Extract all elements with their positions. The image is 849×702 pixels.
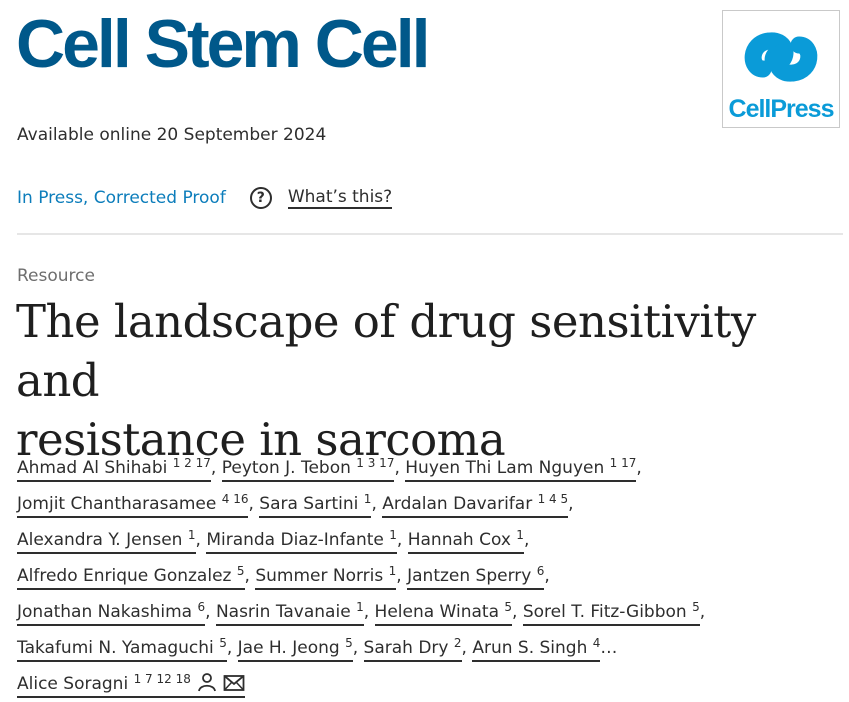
status-row: In Press, Corrected Proof ? What’s this? <box>17 183 393 213</box>
author-link[interactable]: Helena Winata 5 <box>374 601 513 626</box>
author-ellipsis[interactable]: … <box>600 638 618 658</box>
author-link[interactable]: Summer Norris 1 <box>255 565 397 590</box>
divider <box>17 233 843 235</box>
cellpress-logo-text: CellPress <box>729 95 834 123</box>
author-link[interactable]: Nasrin Tavanaie 1 <box>215 601 364 626</box>
author-link[interactable]: Huyen Thi Lam Nguyen 1 17 <box>405 457 637 482</box>
author-link[interactable]: Jomjit Chantharasamee 4 16 <box>17 493 249 518</box>
journal-title[interactable]: Cell Stem Cell <box>16 6 430 82</box>
author-group-4: Alfredo Enrique Gonzalez 5, Summer Norri… <box>17 565 550 590</box>
email-icon <box>223 675 245 691</box>
author-link[interactable]: Jantzen Sperry 6 <box>407 565 545 590</box>
author-link[interactable]: Ahmad Al Shihabi 1 2 17 <box>17 457 211 482</box>
article-title-line-1: The landscape of drug sensitivity and <box>16 295 756 407</box>
whats-this-link[interactable]: What’s this? <box>287 187 393 209</box>
author-group-1: Ahmad Al Shihabi 1 2 17, Peyton J. Tebon… <box>17 457 642 482</box>
person-icon <box>197 673 216 692</box>
author-link[interactable]: Alexandra Y. Jensen 1 <box>17 529 196 554</box>
author-list: Ahmad Al Shihabi 1 2 17, Peyton J. Tebon… <box>17 450 849 702</box>
in-press-status: In Press, Corrected Proof <box>17 188 226 208</box>
author-link[interactable]: Sara Sartini 1 <box>259 493 372 518</box>
author-link[interactable]: Miranda Diaz-Infante 1 <box>206 529 397 554</box>
author-group-7: Alice Soragni 1 7 12 18 <box>17 673 245 698</box>
article-type: Resource <box>17 266 95 286</box>
author-link[interactable]: Takafumi N. Yamaguchi 5 <box>17 637 227 662</box>
cellpress-logo-icon: CellPress <box>729 32 835 123</box>
author-link[interactable]: Sorel T. Fitz-Gibbon 5 <box>522 601 700 626</box>
available-online-date: Available online 20 September 2024 <box>17 125 327 145</box>
author-group-2: Jomjit Chantharasamee 4 16, Sara Sartini… <box>17 493 574 518</box>
author-link[interactable]: Arun S. Singh 4 <box>472 637 601 662</box>
author-link[interactable]: Jae H. Jeong 5 <box>237 637 353 662</box>
author-group-5: Jonathan Nakashima 6, Nasrin Tavanaie 1,… <box>17 601 705 626</box>
question-icon[interactable]: ? <box>249 187 272 209</box>
author-link[interactable]: Jonathan Nakashima 6 <box>17 601 206 626</box>
author-group-3: Alexandra Y. Jensen 1, Miranda Diaz-Infa… <box>17 529 529 554</box>
author-link[interactable]: Ardalan Davarifar 1 4 5 <box>382 493 569 518</box>
article-title-line-2: resistance in sarcoma <box>16 413 506 466</box>
author-group-6: Takafumi N. Yamaguchi 5, Jae H. Jeong 5,… <box>17 637 618 662</box>
article-title: The landscape of drug sensitivity and re… <box>16 292 846 469</box>
author-link[interactable]: Hannah Cox 1 <box>407 529 524 554</box>
author-link[interactable]: Alfredo Enrique Gonzalez 5 <box>17 565 245 590</box>
author-link[interactable]: Sarah Dry 2 <box>363 637 462 662</box>
corresponding-author-link[interactable]: Alice Soragni 1 7 12 18 <box>17 673 245 698</box>
author-link[interactable]: Peyton J. Tebon 1 3 17 <box>221 457 395 482</box>
cellpress-logo[interactable]: CellPress <box>722 10 840 128</box>
